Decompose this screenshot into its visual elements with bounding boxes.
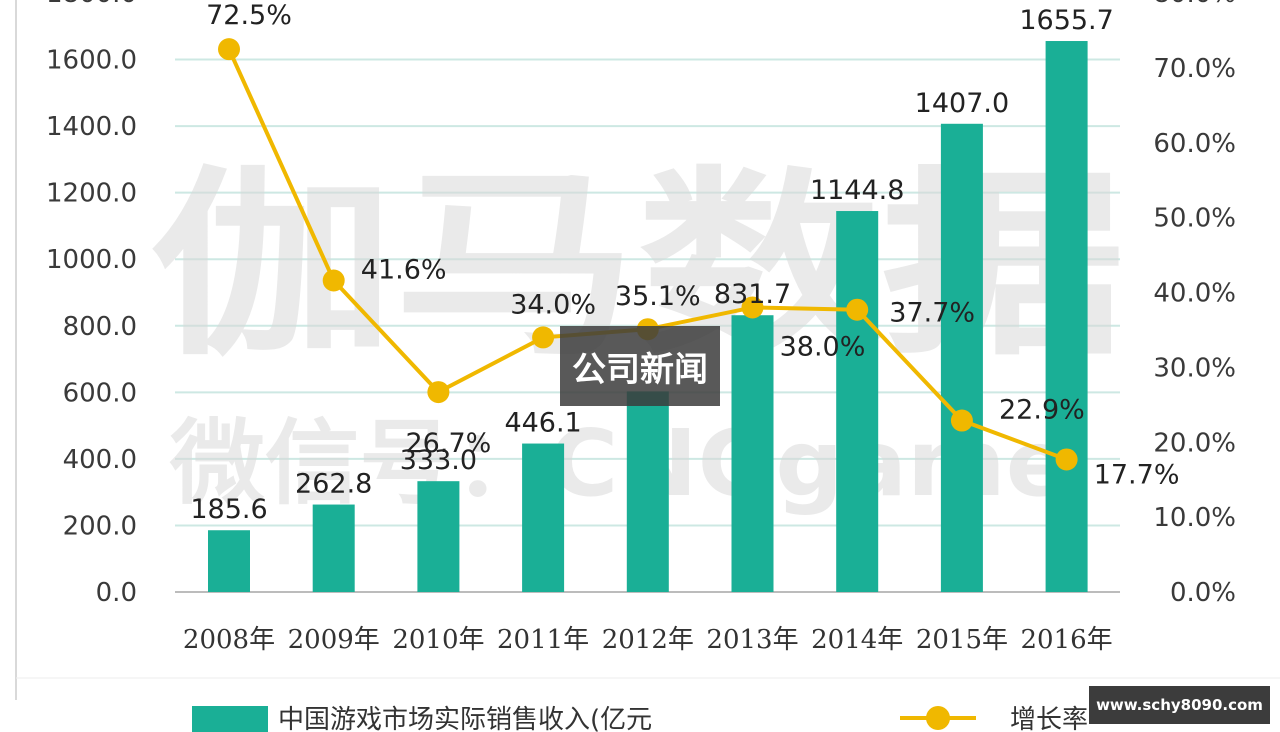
bar-value-label: 1407.0: [915, 88, 1009, 119]
bar-value-label: 185.6: [190, 494, 267, 525]
growth-point-2010年: [427, 381, 450, 404]
growth-value-label: 41.6%: [361, 255, 447, 286]
category-label: 2012年: [602, 625, 694, 655]
left-tick-label: 1600.0: [46, 46, 137, 76]
right-tick-label: 70.0%: [1153, 54, 1236, 84]
left-tick-label: 0.0: [96, 578, 137, 608]
right-tick-label: 30.0%: [1153, 353, 1236, 383]
bar-2014年: [836, 211, 879, 592]
right-tick-label: 10.0%: [1153, 503, 1236, 533]
category-label: 2010年: [392, 625, 484, 655]
category-label: 2015年: [916, 625, 1008, 655]
left-axis-ticks: 0.0 200.0 400.0 600.0 800.0 1000.0 1200.0 1400.…: [46, 0, 137, 608]
watermark-line-2: 微信号：CNGgame: [169, 410, 1070, 517]
left-tick-label: 400.0: [63, 445, 137, 475]
bar-2015年: [940, 123, 983, 592]
growth-value-label: 38.0%: [780, 331, 866, 362]
growth-point-2015年: [950, 409, 973, 432]
growth-value-label: 37.7%: [889, 298, 975, 329]
growth-value-label: 26.7%: [406, 428, 492, 459]
growth-value-label: 22.9%: [999, 395, 1085, 426]
bar-2016年: [1045, 41, 1088, 592]
data-labels: 185.6 262.8 333.0 446.1 831.7 1144.8 1407.0 165…: [190, 0, 1179, 525]
category-label: 2009年: [288, 625, 380, 655]
category-axis: 2008年 2009年 2010年 2011年 2012年 2013年 2014年 2015年…: [183, 625, 1113, 655]
legend-bar-label: 中国游戏市场实际销售收入(亿元: [278, 705, 652, 732]
right-axis-ticks: 0.0% 10.0% 20.0% 30.0% 40.0% 50.0% 60.0% 70.0% 8…: [1153, 0, 1236, 608]
category-label: 2014年: [811, 625, 903, 655]
right-tick-label: 20.0%: [1153, 428, 1236, 458]
legend: 中国游戏市场实际销售收入(亿元 增长率: [192, 705, 1088, 732]
growth-point-2011年: [532, 326, 555, 349]
growth-point-2014年: [846, 298, 869, 321]
growth-value-label: 72.5%: [206, 0, 292, 31]
growth-value-label: 34.0%: [510, 289, 596, 320]
site-url-badge[interactable]: www.schy8090.com: [1089, 686, 1270, 724]
bar-2011年: [522, 443, 565, 592]
bar-value-label: 446.1: [504, 408, 581, 439]
legend-line-marker: [926, 706, 950, 730]
legend-line-label: 增长率: [1010, 705, 1088, 732]
right-tick-label: 60.0%: [1153, 129, 1236, 159]
left-tick-label: 1200.0: [46, 179, 137, 209]
right-tick-label: 0.0%: [1170, 578, 1236, 608]
left-tick-label: 600.0: [63, 378, 137, 408]
right-tick-label: 80.0%: [1153, 0, 1236, 9]
bar-value-label: 831.7: [714, 279, 791, 310]
category-label: 2016年: [1021, 625, 1113, 655]
right-tick-label: 50.0%: [1153, 204, 1236, 234]
growth-point-2009年: [322, 269, 345, 292]
bar-2010年: [417, 481, 460, 592]
category-label: 2008年: [183, 625, 275, 655]
growth-point-2016年: [1055, 448, 1078, 471]
left-tick-label: 200.0: [63, 511, 137, 541]
left-tick-label: 1800.0: [46, 0, 137, 9]
category-label: 2013年: [706, 625, 798, 655]
news-badge[interactable]: 公司新闻: [560, 326, 720, 406]
right-tick-label: 40.0%: [1153, 279, 1236, 309]
category-label: 2011年: [497, 625, 589, 655]
bar-series: [208, 41, 1088, 592]
bar-value-label: 1144.8: [810, 175, 904, 206]
bar-2013年: [731, 315, 774, 592]
bar-2008年: [208, 530, 250, 592]
left-tick-label: 1000.0: [46, 245, 137, 275]
growth-point-2008年: [218, 38, 240, 61]
bar-value-label: 333.0: [400, 445, 477, 476]
bar-value-label: 262.8: [295, 469, 372, 500]
left-tick-label: 800.0: [63, 312, 137, 342]
bar-2012年: [626, 391, 669, 592]
bar-value-label: 1655.7: [1019, 5, 1113, 36]
bar-2009年: [312, 504, 355, 592]
left-tick-label: 1400.0: [46, 112, 137, 142]
growth-value-label: 35.1%: [615, 281, 701, 312]
growth-point-2013年: [741, 296, 764, 319]
legend-bar-swatch: [192, 706, 268, 732]
growth-value-label: 17.7%: [1094, 459, 1180, 490]
